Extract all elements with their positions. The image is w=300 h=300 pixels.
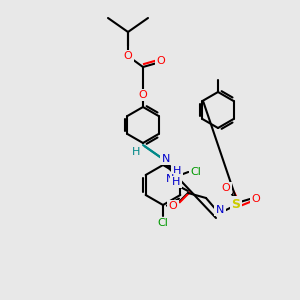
Text: O: O [169,201,177,211]
Text: O: O [139,90,147,100]
Text: H: H [173,166,181,176]
Text: Cl: Cl [190,167,201,177]
Text: O: O [157,56,165,66]
Text: H: H [132,147,140,157]
Text: H: H [172,177,180,187]
Text: O: O [124,51,132,61]
Text: N: N [162,154,170,164]
Text: O: O [222,183,230,193]
Text: Cl: Cl [158,218,168,228]
Text: N: N [216,205,224,215]
Text: O: O [252,194,260,204]
Text: N: N [166,174,174,184]
Text: S: S [232,197,241,211]
